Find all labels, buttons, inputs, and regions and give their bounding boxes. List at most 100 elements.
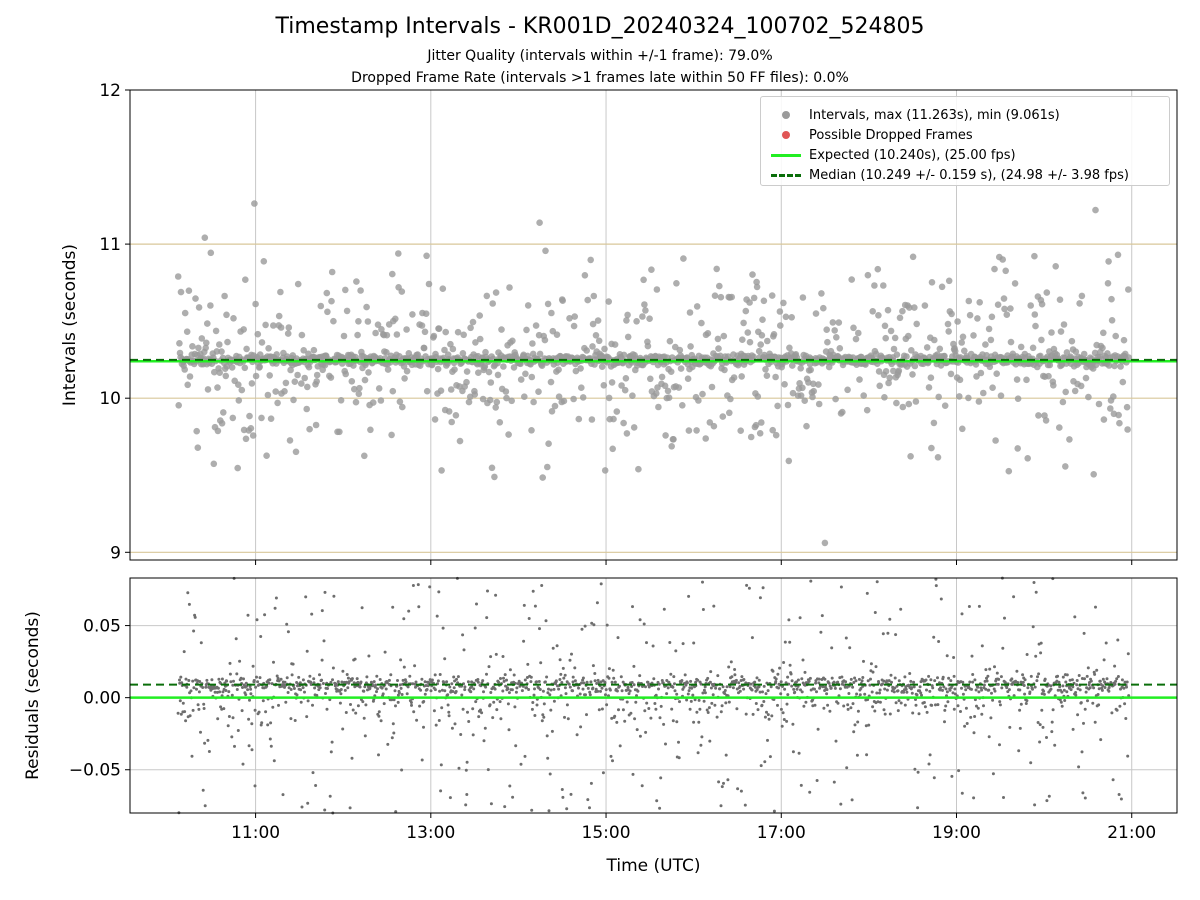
residual-point (443, 689, 447, 693)
residual-point (728, 685, 732, 689)
interval-point (752, 421, 760, 429)
interval-point (1108, 295, 1115, 303)
residual-point (375, 690, 378, 694)
residual-point (680, 679, 684, 682)
interval-point (583, 347, 590, 354)
residual-point (1038, 723, 1042, 727)
residual-point (483, 726, 487, 730)
residual-point (1019, 702, 1023, 706)
interval-point (1077, 382, 1085, 390)
residual-point (902, 690, 906, 694)
residual-point (386, 742, 390, 746)
residual-point (790, 679, 794, 683)
interval-point (737, 427, 744, 435)
residual-point (660, 679, 664, 682)
residual-point (286, 691, 290, 694)
interval-point (864, 271, 872, 279)
interval-point (1100, 329, 1107, 337)
residual-point (788, 640, 792, 644)
residual-point (740, 675, 744, 679)
residual-point (501, 655, 505, 658)
interval-point (216, 369, 223, 377)
interval-point (422, 310, 430, 318)
residual-point (631, 772, 635, 776)
residual-point (762, 684, 766, 688)
residual-point (508, 668, 512, 672)
interval-point (641, 301, 648, 308)
residual-point (1043, 677, 1047, 681)
residual-point (264, 710, 268, 714)
residual-point (883, 687, 887, 691)
residual-point (525, 686, 528, 690)
residual-point (1099, 738, 1103, 742)
residual-point (1018, 688, 1022, 692)
residual-point (685, 698, 689, 702)
residual-point (745, 583, 749, 587)
residual-point (834, 739, 838, 743)
interval-point (1105, 362, 1113, 369)
interval-point (175, 402, 182, 409)
residual-point (1123, 680, 1127, 684)
residual-point (532, 693, 536, 697)
residual-point (932, 776, 936, 780)
residual-point (671, 719, 675, 723)
residual-point (1125, 680, 1129, 684)
residual-point (313, 686, 317, 690)
interval-point (820, 304, 827, 312)
residual-point (411, 682, 415, 686)
residual-point (292, 687, 296, 690)
residual-point (846, 707, 850, 711)
residual-point (363, 734, 367, 738)
residual-point (1033, 803, 1037, 807)
residual-point (651, 644, 655, 648)
interval-point (1076, 300, 1083, 307)
residual-point (952, 656, 956, 659)
residual-point (662, 607, 666, 611)
xtick-label: 17:00 (757, 823, 806, 843)
residual-point (507, 691, 511, 695)
residual-point (934, 703, 937, 707)
interval-point (930, 419, 938, 427)
residual-point (1080, 750, 1084, 754)
residual-point (279, 677, 283, 681)
interval-point (590, 292, 598, 300)
interval-point (679, 402, 686, 409)
residual-point (385, 681, 389, 685)
residual-point (668, 641, 672, 644)
interval-point (452, 412, 460, 419)
residual-point (255, 675, 258, 679)
interval-point (928, 279, 936, 286)
residual-point (976, 685, 980, 689)
residual-point (1065, 673, 1069, 677)
residual-point (868, 683, 872, 687)
residual-point (429, 689, 433, 693)
interval-point (856, 376, 863, 383)
residual-point (420, 677, 424, 681)
interval-point (356, 384, 363, 392)
residual-point (440, 688, 444, 692)
interval-point (555, 366, 562, 374)
interval-point (862, 361, 869, 368)
legend: Intervals, max (11.263s), min (9.061s) P… (760, 96, 1170, 186)
residual-point (232, 679, 235, 683)
residual-point (968, 680, 972, 684)
residual-point (647, 707, 651, 710)
residual-point (969, 715, 973, 719)
interval-points (174, 200, 1133, 547)
residual-point (413, 664, 417, 668)
interval-point (764, 337, 771, 345)
residual-point (757, 685, 761, 689)
residual-point (878, 700, 882, 704)
residual-point (671, 685, 675, 689)
residual-point (193, 615, 197, 619)
residual-point (191, 708, 195, 712)
residual-point (450, 726, 454, 730)
residual-point (682, 685, 686, 689)
residual-point (791, 750, 795, 754)
interval-point (1068, 337, 1076, 345)
residual-point (202, 702, 206, 706)
interval-point (258, 339, 266, 346)
interval-point (769, 426, 776, 434)
residual-point (471, 733, 475, 737)
residual-point (250, 748, 254, 752)
